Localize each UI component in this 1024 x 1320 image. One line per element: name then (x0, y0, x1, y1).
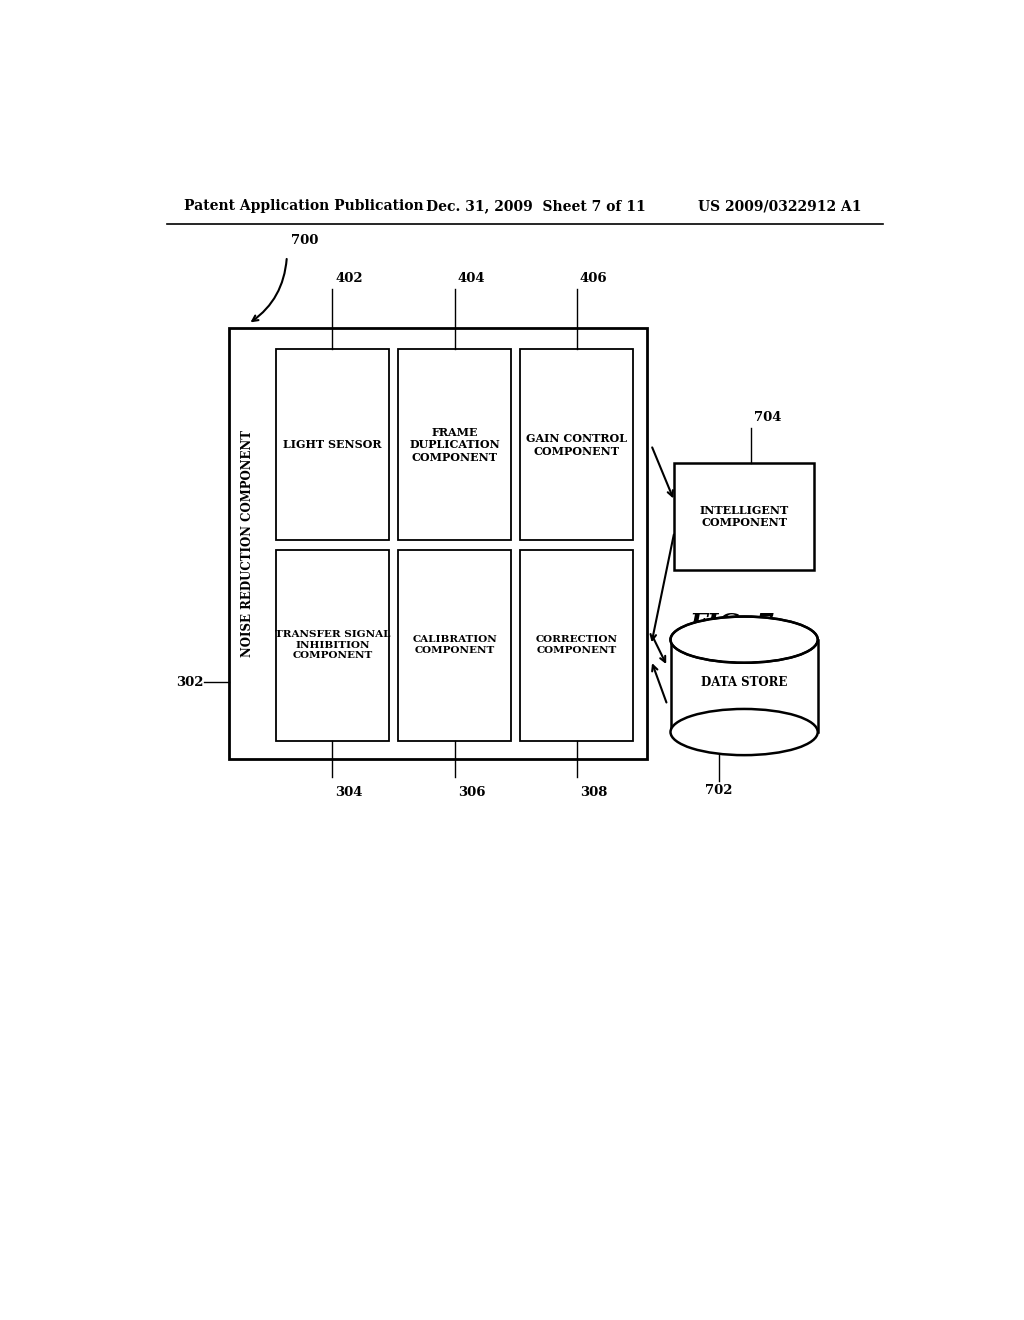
Bar (276, 549, 389, 741)
Text: 700: 700 (291, 234, 318, 247)
Text: 308: 308 (580, 785, 607, 799)
Text: CORRECTION
COMPONENT: CORRECTION COMPONENT (536, 635, 617, 655)
Text: 704: 704 (755, 411, 781, 424)
Text: GAIN CONTROL
COMPONENT: GAIN CONTROL COMPONENT (526, 433, 628, 457)
Text: NOISE REDUCTION COMPONENT: NOISE REDUCTION COMPONENT (242, 430, 254, 657)
Text: US 2009/0322912 A1: US 2009/0322912 A1 (697, 199, 861, 213)
Bar (671, 640, 818, 733)
Text: 404: 404 (458, 272, 485, 285)
Text: 304: 304 (336, 785, 364, 799)
Text: INTELLIGENT
COMPONENT: INTELLIGENT COMPONENT (699, 504, 788, 528)
Text: Patent Application Publication: Patent Application Publication (183, 199, 424, 213)
Ellipse shape (671, 616, 818, 663)
Text: 302: 302 (176, 676, 203, 689)
Bar (675, 462, 814, 570)
Ellipse shape (671, 709, 818, 755)
Text: 306: 306 (458, 785, 485, 799)
Text: LIGHT SENSOR: LIGHT SENSOR (284, 440, 382, 450)
Text: 702: 702 (705, 784, 732, 797)
Text: CALIBRATION
COMPONENT: CALIBRATION COMPONENT (413, 635, 497, 655)
Text: DATA STORE: DATA STORE (701, 676, 787, 689)
Ellipse shape (672, 618, 816, 661)
Text: FIG. 7: FIG. 7 (690, 612, 775, 636)
Bar (398, 350, 511, 540)
Bar (398, 549, 511, 741)
Text: Dec. 31, 2009  Sheet 7 of 11: Dec. 31, 2009 Sheet 7 of 11 (426, 199, 646, 213)
Bar (276, 350, 389, 540)
Bar (520, 549, 633, 741)
Bar (520, 350, 633, 540)
Text: 406: 406 (580, 272, 607, 285)
Text: FRAME
DUPLICATION
COMPONENT: FRAME DUPLICATION COMPONENT (410, 426, 500, 463)
Text: 402: 402 (336, 272, 364, 285)
Bar (228, 327, 647, 759)
Text: TRANSFER SIGNAL
INHIBITION
COMPONENT: TRANSFER SIGNAL INHIBITION COMPONENT (274, 630, 390, 660)
